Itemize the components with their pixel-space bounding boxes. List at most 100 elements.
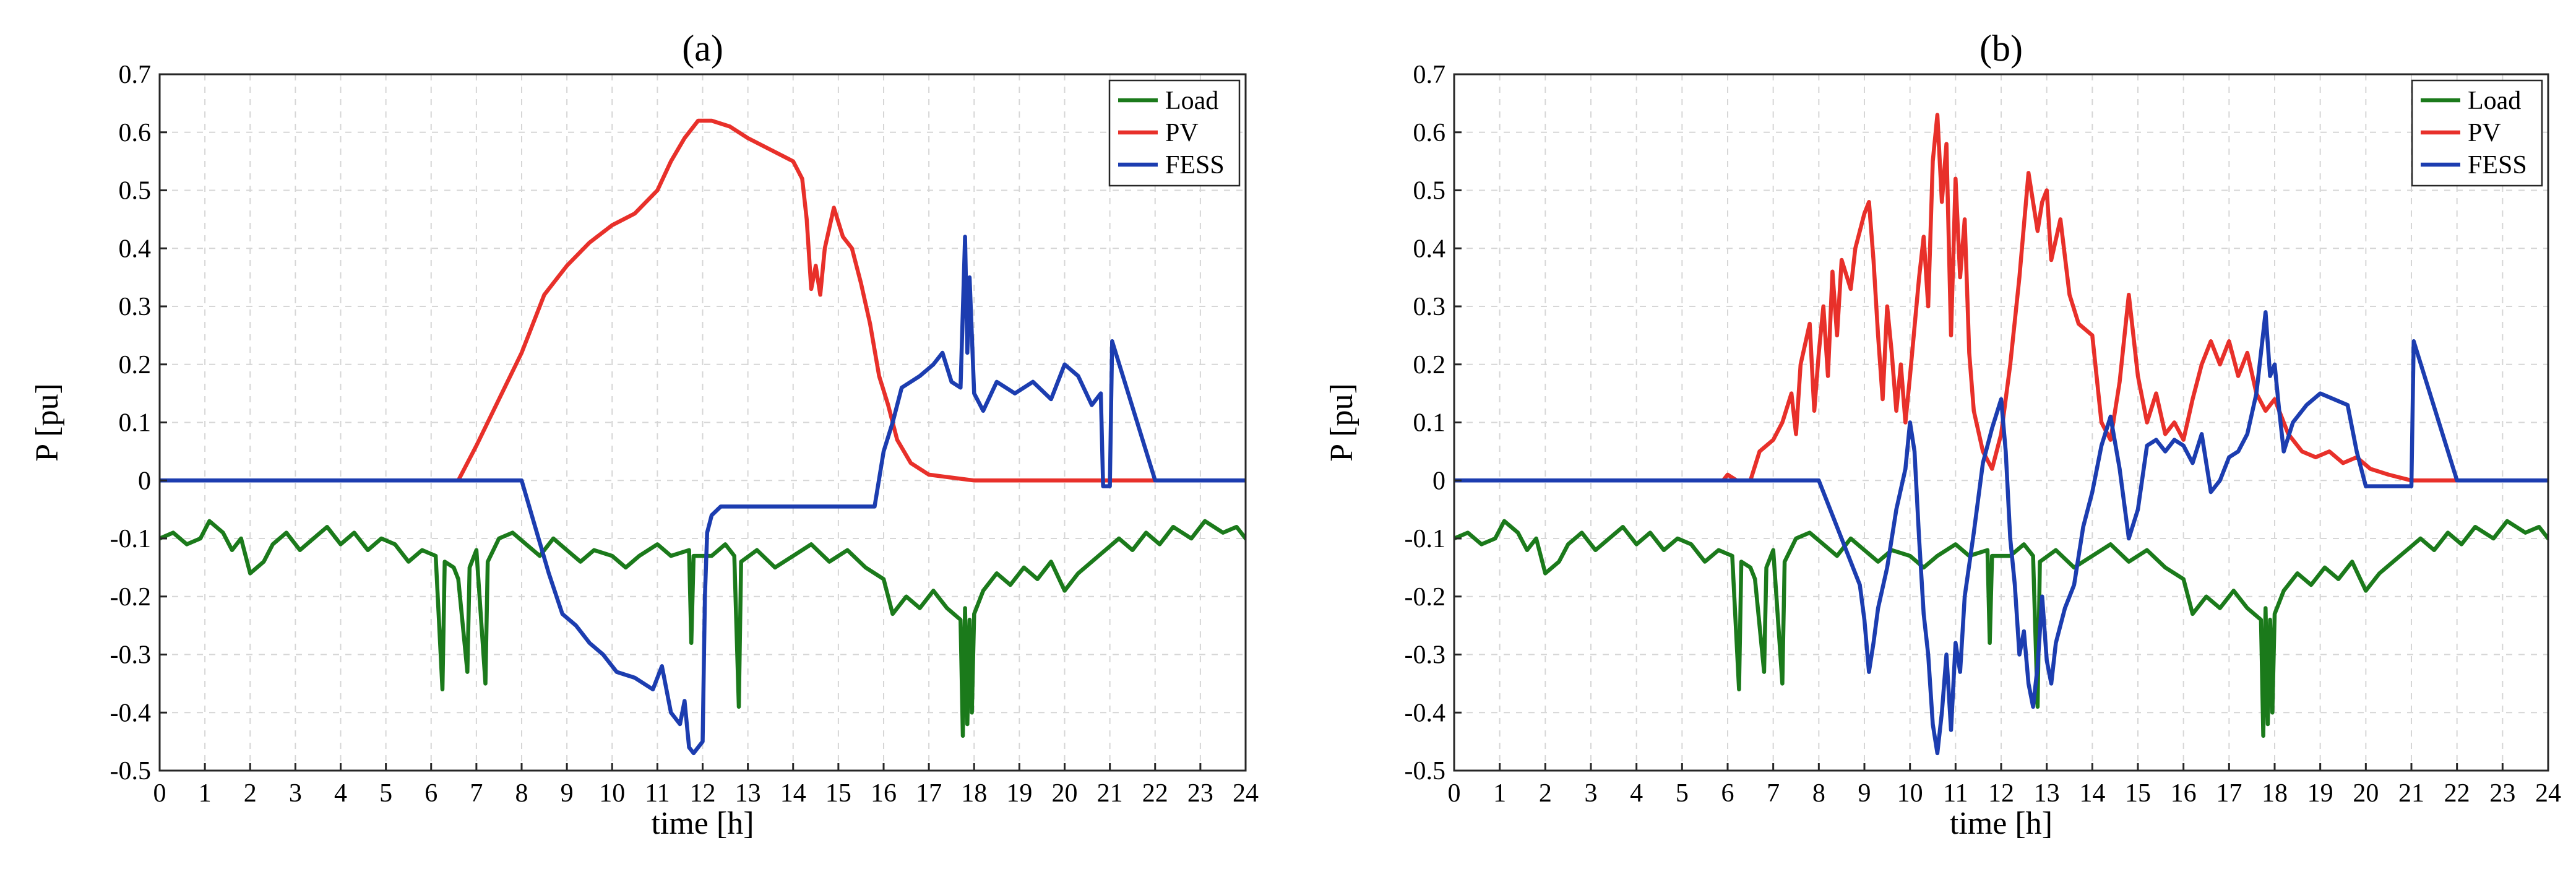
x-tick-label: 6 xyxy=(424,779,437,808)
x-tick-label: 9 xyxy=(561,779,574,808)
legend-label-fess: FESS xyxy=(2468,151,2527,179)
x-tick-label: 21 xyxy=(2398,779,2424,808)
series-line-fess xyxy=(160,235,1246,756)
x-tick-label: 7 xyxy=(1767,779,1780,808)
legend-label-load: Load xyxy=(1165,87,1218,115)
y-tick-label: -0.2 xyxy=(110,583,152,612)
x-tick-label: 3 xyxy=(289,779,302,808)
chart-title: (b) xyxy=(1979,28,2023,69)
x-tick-label: 14 xyxy=(2079,779,2105,808)
y-tick-label: 0.3 xyxy=(119,293,152,321)
y-tick-label: 0 xyxy=(1432,467,1445,495)
y-axis-label: P [pu] xyxy=(1324,383,1359,462)
x-tick-label: 14 xyxy=(780,779,806,808)
x-tick-label: 16 xyxy=(871,779,897,808)
y-tick-label: 0.6 xyxy=(1413,119,1446,147)
legend-label-fess: FESS xyxy=(1165,151,1225,179)
y-tick-label: 0.6 xyxy=(119,119,152,147)
y-tick-label: 0.5 xyxy=(119,177,152,205)
chart-b: 0 1 2 3 4 5 6 7 8 9 10 11 12 13 14 15 16 17 18 19 20 21 22 23 24… xyxy=(1324,28,2561,841)
y-tick-label: -0.4 xyxy=(1405,699,1446,727)
x-tick-label: 22 xyxy=(1142,779,1168,808)
y-tick-label: -0.3 xyxy=(1405,641,1446,670)
x-tick-label: 13 xyxy=(735,779,761,808)
x-tick-label: 2 xyxy=(1539,779,1552,808)
y-tick-label: -0.5 xyxy=(110,757,152,785)
x-tick-label: 10 xyxy=(599,779,625,808)
series-group xyxy=(1454,113,2548,756)
x-tick-label: 16 xyxy=(2171,779,2197,808)
legend-label-load: Load xyxy=(2468,87,2521,115)
series-group xyxy=(160,118,1246,756)
x-tick-label: 10 xyxy=(1897,779,1923,808)
x-tick-label: 17 xyxy=(916,779,942,808)
x-tick-label: 5 xyxy=(1676,779,1689,808)
x-tick-label: 11 xyxy=(1943,779,1968,808)
x-tick-label: 19 xyxy=(2307,779,2333,808)
x-tick-label: 23 xyxy=(2489,779,2515,808)
legend-label-pv: PV xyxy=(1165,119,1199,147)
y-tick-label: 0.1 xyxy=(1413,409,1446,438)
y-tick-label: 0.4 xyxy=(1413,235,1446,263)
x-tick-label: 15 xyxy=(2125,779,2151,808)
series-line-load xyxy=(1454,519,2548,738)
x-tick-label: 3 xyxy=(1585,779,1598,808)
x-tick-label: 6 xyxy=(1721,779,1734,808)
x-tick-label: 13 xyxy=(2034,779,2060,808)
y-tick-label: -0.3 xyxy=(110,641,152,670)
series-line-fess xyxy=(1454,310,2548,756)
series-line-pv xyxy=(1454,113,2548,483)
legend: Load PV FESS xyxy=(2411,79,2543,187)
x-tick-label: 7 xyxy=(470,779,483,808)
x-tick-label: 22 xyxy=(2444,779,2470,808)
y-tick-label: -0.1 xyxy=(110,525,152,553)
y-tick-label: 0.2 xyxy=(1413,351,1446,379)
y-tick-label: 0.3 xyxy=(1413,293,1446,321)
x-tick-label: 5 xyxy=(379,779,392,808)
x-tick-label: 4 xyxy=(334,779,347,808)
x-tick-label: 19 xyxy=(1006,779,1032,808)
x-tick-label: 1 xyxy=(199,779,212,808)
y-tick-label: 0.7 xyxy=(119,61,152,89)
y-tick-label: 0.7 xyxy=(1413,61,1446,89)
y-tick-label: 0.5 xyxy=(1413,177,1446,205)
y-tick-label: 0.1 xyxy=(119,409,152,438)
x-tick-label: 18 xyxy=(961,779,987,808)
x-tick-label: 12 xyxy=(1988,779,2014,808)
x-tick-label: 24 xyxy=(1233,779,1259,808)
y-tick-label: 0 xyxy=(138,467,151,495)
legend-label-pv: PV xyxy=(2468,119,2501,147)
x-tick-label: 2 xyxy=(244,779,257,808)
legend: Load PV FESS xyxy=(1108,79,1241,187)
x-tick-label: 0 xyxy=(1448,779,1461,808)
y-tick-label: -0.2 xyxy=(1405,583,1446,612)
y-tick-label: -0.4 xyxy=(110,699,152,727)
x-axis-label: time [h] xyxy=(651,806,754,841)
x-tick-label: 4 xyxy=(1630,779,1643,808)
chart-title: (a) xyxy=(682,28,723,69)
x-tick-label: 12 xyxy=(690,779,716,808)
y-tick-label: 0.4 xyxy=(119,235,152,263)
x-tick-label: 8 xyxy=(515,779,528,808)
x-tick-label: 1 xyxy=(1493,779,1506,808)
y-axis-label: P [pu] xyxy=(30,383,65,462)
x-tick-label: 9 xyxy=(1858,779,1871,808)
x-tick-label: 20 xyxy=(2353,779,2379,808)
y-tick-label: -0.1 xyxy=(1405,525,1446,553)
x-tick-label: 0 xyxy=(153,779,166,808)
y-tick-label: 0.2 xyxy=(119,351,152,379)
x-tick-label: 8 xyxy=(1812,779,1825,808)
series-line-load xyxy=(160,519,1246,738)
x-tick-label: 11 xyxy=(645,779,670,808)
x-tick-label: 24 xyxy=(2535,779,2561,808)
chart-a: 0 1 2 3 4 5 6 7 8 9 10 11 12 13 14 15 16 17 18 19 20 21 22 23 24… xyxy=(30,28,1259,841)
x-tick-label: 15 xyxy=(825,779,851,808)
series-line-pv xyxy=(160,118,1246,483)
x-tick-label: 18 xyxy=(2262,779,2288,808)
x-tick-label: 21 xyxy=(1097,779,1123,808)
x-axis-label: time [h] xyxy=(1950,806,2053,841)
x-tick-label: 23 xyxy=(1187,779,1213,808)
x-tick-label: 17 xyxy=(2216,779,2242,808)
x-tick-label: 20 xyxy=(1052,779,1078,808)
